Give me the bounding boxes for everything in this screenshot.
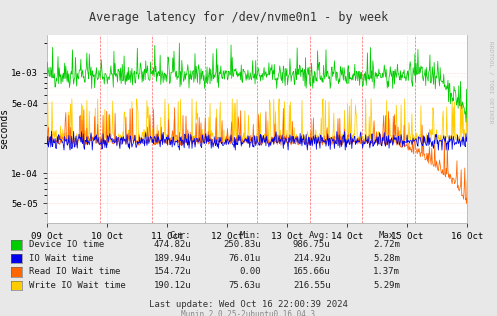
Text: Max:: Max: xyxy=(379,231,400,240)
Text: 1.37m: 1.37m xyxy=(373,267,400,276)
Text: 474.82u: 474.82u xyxy=(154,240,191,249)
Text: 0.00: 0.00 xyxy=(240,267,261,276)
Text: 250.83u: 250.83u xyxy=(223,240,261,249)
Text: 216.55u: 216.55u xyxy=(293,281,331,290)
Text: Munin 2.0.25-2ubuntu0.16.04.3: Munin 2.0.25-2ubuntu0.16.04.3 xyxy=(181,310,316,316)
Text: 154.72u: 154.72u xyxy=(154,267,191,276)
Text: Min:: Min: xyxy=(240,231,261,240)
Text: 986.75u: 986.75u xyxy=(293,240,331,249)
Text: 190.12u: 190.12u xyxy=(154,281,191,290)
Text: 76.01u: 76.01u xyxy=(229,254,261,263)
Text: 5.28m: 5.28m xyxy=(373,254,400,263)
Text: IO Wait time: IO Wait time xyxy=(29,254,93,263)
Text: 2.72m: 2.72m xyxy=(373,240,400,249)
Text: RRDTOOL / TOBI OETIKER: RRDTOOL / TOBI OETIKER xyxy=(488,41,493,124)
Text: 165.66u: 165.66u xyxy=(293,267,331,276)
Text: Cur:: Cur: xyxy=(170,231,191,240)
Text: Last update: Wed Oct 16 22:00:39 2024: Last update: Wed Oct 16 22:00:39 2024 xyxy=(149,300,348,309)
Text: Device IO time: Device IO time xyxy=(29,240,104,249)
Text: 189.94u: 189.94u xyxy=(154,254,191,263)
Y-axis label: seconds: seconds xyxy=(0,108,8,149)
Text: 5.29m: 5.29m xyxy=(373,281,400,290)
Text: 75.63u: 75.63u xyxy=(229,281,261,290)
Text: 214.92u: 214.92u xyxy=(293,254,331,263)
Text: Avg:: Avg: xyxy=(309,231,331,240)
Text: Average latency for /dev/nvme0n1 - by week: Average latency for /dev/nvme0n1 - by we… xyxy=(89,11,388,24)
Text: Write IO Wait time: Write IO Wait time xyxy=(29,281,126,290)
Text: Read IO Wait time: Read IO Wait time xyxy=(29,267,120,276)
